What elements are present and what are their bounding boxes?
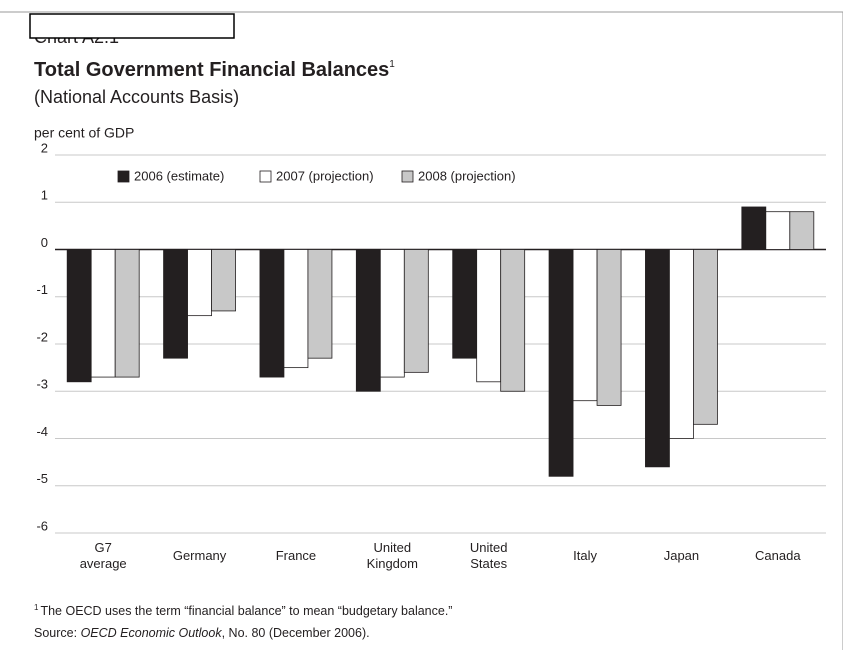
legend-label: 2006 (estimate) xyxy=(134,168,224,183)
x-tick-label: G7 average xyxy=(80,540,127,571)
bar xyxy=(741,206,767,250)
bar xyxy=(187,249,212,317)
bar xyxy=(596,249,622,406)
redaction-box xyxy=(29,13,235,39)
x-tick-line: States xyxy=(470,556,507,571)
legend-swatch xyxy=(401,170,414,183)
x-tick-label: United Kingdom xyxy=(367,540,418,571)
legend-swatch xyxy=(259,170,272,183)
bar xyxy=(476,249,502,383)
bar xyxy=(693,249,718,425)
x-tick-label: Italy xyxy=(573,548,597,563)
bar xyxy=(114,249,140,378)
y-tick-label: -5 xyxy=(36,471,48,486)
x-tick-label: Japan xyxy=(664,548,699,563)
bar xyxy=(66,249,92,383)
x-tick-line: Japan xyxy=(664,548,699,563)
bar xyxy=(307,249,333,359)
y-tick-label: -1 xyxy=(36,282,48,297)
legend-swatch xyxy=(117,170,130,183)
bar xyxy=(379,249,405,378)
chart-title: Total Government Financial Balances1 xyxy=(34,59,395,82)
bar xyxy=(90,249,116,378)
chart-subtitle: (National Accounts Basis) xyxy=(34,87,239,107)
bar xyxy=(211,249,236,312)
x-tick-label: Canada xyxy=(755,548,801,563)
x-tick-line: Kingdom xyxy=(367,556,418,571)
bar xyxy=(259,249,285,378)
x-tick-line: Italy xyxy=(573,548,597,563)
legend-label: 2008 (projection) xyxy=(418,168,516,183)
bar xyxy=(765,211,791,250)
y-tick-label: 0 xyxy=(41,235,48,250)
x-tick-line: Canada xyxy=(755,548,801,563)
bar xyxy=(669,249,694,439)
y-tick-label: 2 xyxy=(41,140,48,155)
footnote-text: The OECD uses the term “financial balanc… xyxy=(40,604,452,618)
source-title: OECD Economic Outlook xyxy=(81,626,223,640)
x-tick-label: Germany xyxy=(173,548,227,563)
x-tick-line: United xyxy=(374,540,412,555)
x-tick-line: Germany xyxy=(173,548,227,563)
title-note: 1 xyxy=(389,59,395,70)
x-tick-line: France xyxy=(276,548,316,563)
bar xyxy=(789,211,815,250)
y-axis-label: per cent of GDP xyxy=(34,125,134,141)
x-tick-line: United xyxy=(470,540,508,555)
x-tick-line: G7 xyxy=(95,540,112,555)
source-prefix: Source: xyxy=(34,626,81,640)
y-tick-label: -6 xyxy=(36,518,48,533)
title-text: Total Government Financial Balances xyxy=(34,59,389,81)
x-tick-label: France xyxy=(276,548,316,563)
bar xyxy=(163,249,188,359)
y-tick-label: 1 xyxy=(41,188,48,203)
x-tick-label: United States xyxy=(470,540,508,571)
x-tick-line: average xyxy=(80,556,127,571)
bar xyxy=(548,249,574,477)
bar xyxy=(572,249,598,402)
bar xyxy=(500,249,526,392)
legend-label: 2007 (projection) xyxy=(276,168,374,183)
source-suffix: , No. 80 (December 2006). xyxy=(222,626,370,640)
bar xyxy=(403,249,429,373)
bar xyxy=(645,249,670,468)
y-tick-label: -3 xyxy=(36,377,48,392)
footnote: 1 The OECD uses the term “financial balan… xyxy=(34,603,452,618)
bar xyxy=(355,249,381,392)
footnote-marker: 1 xyxy=(34,603,39,612)
bar xyxy=(452,249,478,359)
bar xyxy=(283,249,309,369)
source: Source: OECD Economic Outlook, No. 80 (D… xyxy=(34,626,370,640)
y-tick-label: -2 xyxy=(36,329,48,344)
y-tick-label: -4 xyxy=(36,424,48,439)
